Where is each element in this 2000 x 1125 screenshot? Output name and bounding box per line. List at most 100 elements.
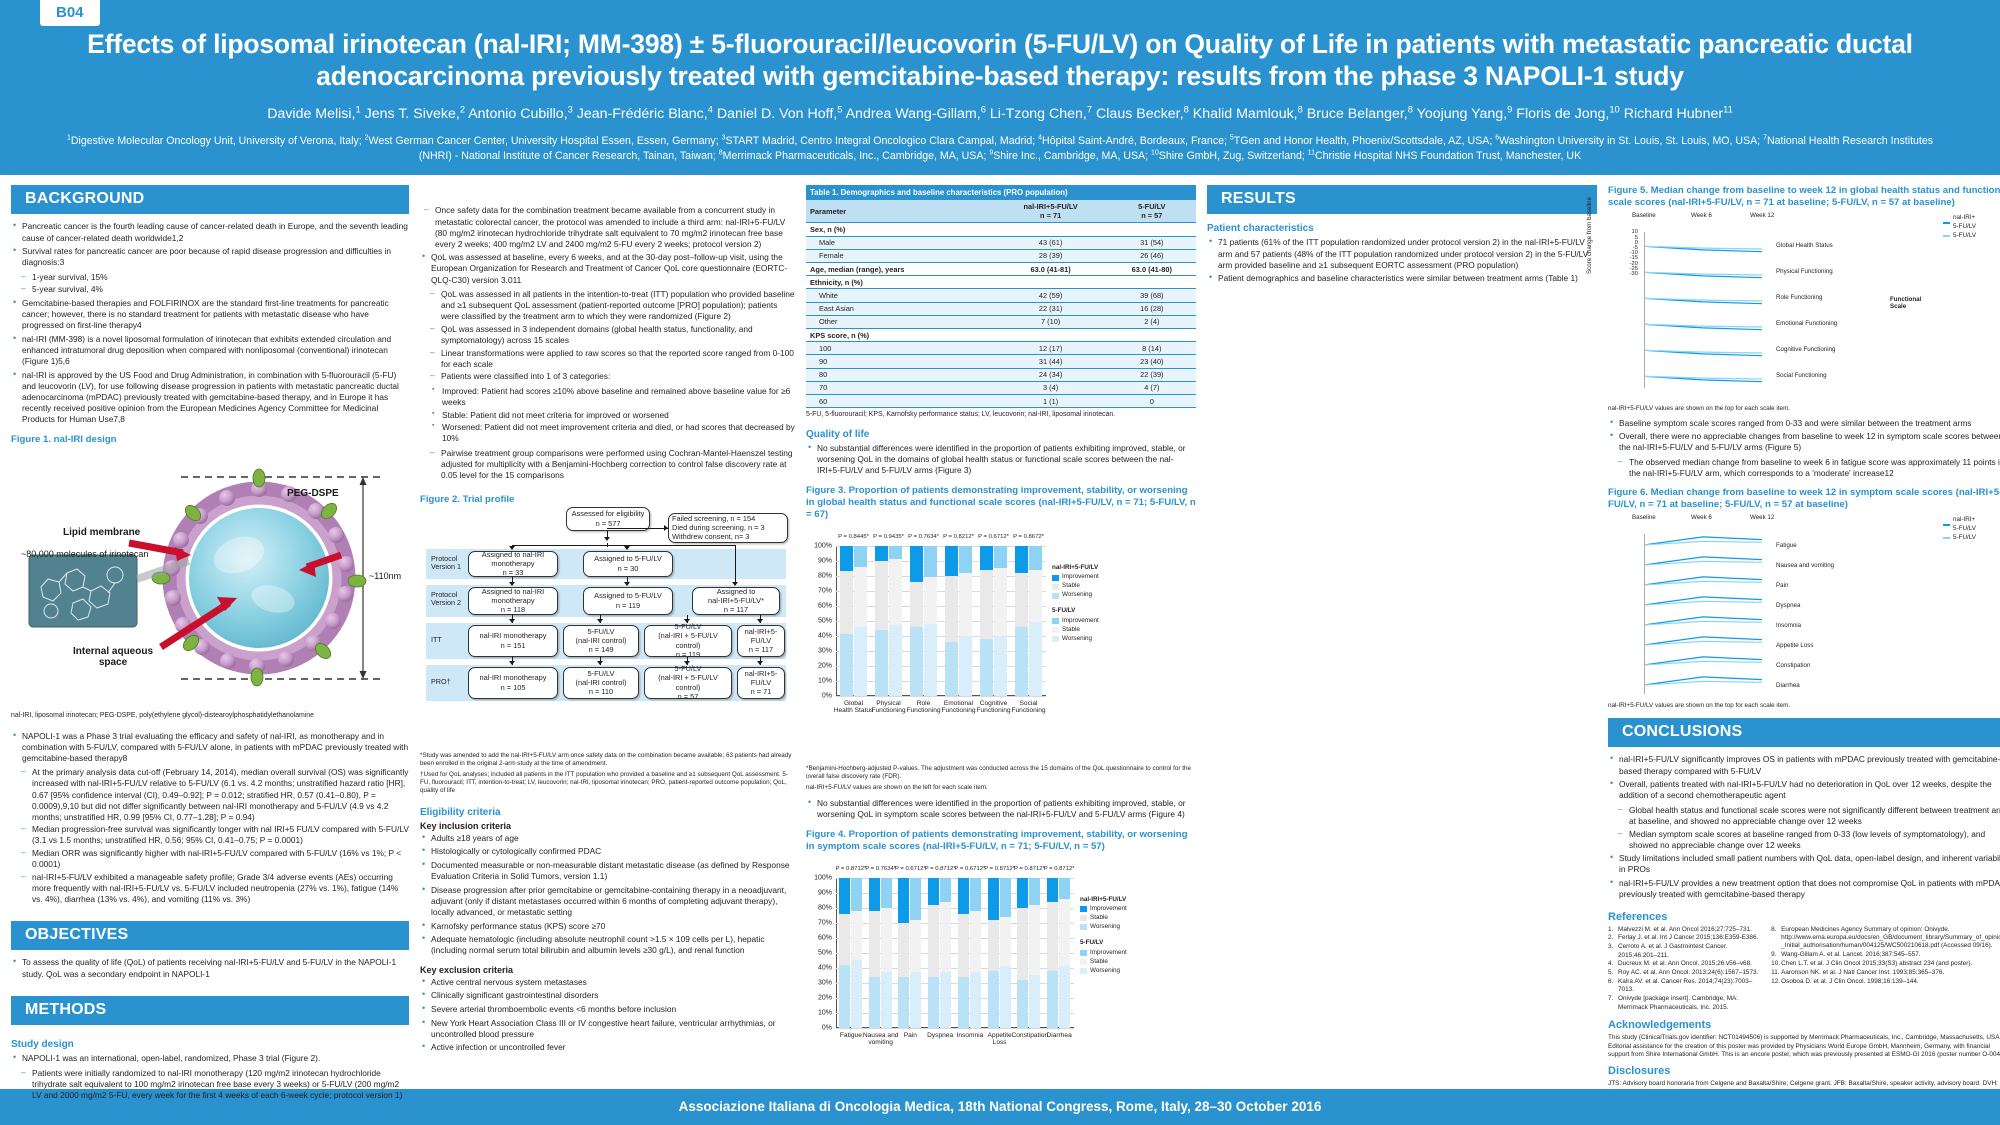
list-item: Karnofsky performance status (KPS) score… [420,920,795,932]
reference-item: 2. Ferlay J. et al. Int J Cancer 2015;136… [1608,934,1762,942]
qol-results-bullets-2: No substantial differences were identifi… [806,797,1196,823]
connector-arrow [624,545,630,550]
list-item: To assess the quality of life (QoL) of p… [11,956,409,979]
chart-bar-5fulv [969,877,981,1028]
list-item: Pancreatic cancer is the fourth leading … [11,220,409,243]
list-item: At the primary analysis data cut-off (Fe… [21,766,409,822]
bar-segment-improvement [888,545,902,560]
chart-y-tick-label: 30% [817,647,832,655]
line-series [1644,676,1763,687]
table-cell-nal-iri: 3 (4) [993,381,1108,395]
bar-segment-worsening [958,635,972,696]
objectives-bullet-list: To assess the quality of life (QoL) of p… [11,956,409,982]
figure5-sublist: The observed median change from baseline… [1618,456,2000,481]
table-cell-parameter: Female [806,249,994,264]
reference-number: 10. [1771,959,1781,967]
legend-row: Worsening [1080,967,1127,976]
list-item: 5-year survival, 4% [21,283,409,295]
bar-segment-worsening [940,972,952,1028]
list-item: The observed median change from baseline… [1618,456,2000,479]
chart-scale-label: Emotional Functioning [1776,319,1838,327]
chart-y-tick-label: -5 [1632,245,1638,252]
chart-legend: nal-IRI+ 5-FU/LV 5-FU/LV [1943,214,1976,241]
table-row: 100 12 (17) 8 (14) [806,341,1196,356]
column-5: Figure 5. Median change from baseline to… [1586,185,2000,1121]
col-head-line1: 5-FU/LV [1138,202,1166,212]
table-cell-5fulv: 0 [1107,394,1196,409]
bar-segment-worsening [979,638,993,696]
table1-col-parameter: Parameter [806,199,994,224]
chart-x-tick-label: Emotional Functioning [941,699,976,715]
chart-gridline [836,665,1046,667]
list-item: NAPOLI-1 was a Phase 3 trial evaluating … [11,730,409,764]
reference-list: 1. Malvezzi M. et al. Ann Oncol 2016;27:7… [1608,926,2000,1013]
list-item: Disease progression after prior gemcitab… [420,884,795,918]
label-internal-aqueous-space: Internal aqueous space [73,645,154,668]
table-cell-5fulv: 8 (14) [1107,341,1196,356]
chart-pvalue-label: P = 0.8712* [1043,865,1075,872]
bar-segment-worsening [1059,966,1071,1028]
bar-segment-stable [987,919,999,971]
author-list: Davide Melisi,1 Jens T. Siveke,2 Antonio… [267,103,1733,122]
reference-item: 7. Onivyde [package insert]. Cambridge, M… [1608,995,1762,1012]
chart-y-tick-label: -10 [1629,250,1638,257]
chart-y-tick-label: 0 [1634,239,1638,246]
column-2: Once safety data for the combination tre… [420,185,795,1121]
list-item: Gemcitabine-based therapies and FOLFIRIN… [11,297,409,331]
bar-segment-improvement [1047,877,1059,902]
bar-segment-worsening [928,976,940,1028]
column-3: Table 1. Demographics and baseline chara… [806,185,1196,1121]
bar-segment-improvement [1014,545,1028,573]
node-pv1-5fulv: Assigned to 5-FU/LV n = 30 [583,550,673,577]
legend-label: nal-IRI+ 5-FU/LV [1953,214,1976,230]
chart-bar-5fulv [999,877,1011,1028]
chart-bar-5fulv [910,877,922,1028]
chart-gridline [836,590,1046,592]
chart-bar-5fulv [1059,877,1071,1028]
table-cell-parameter: 90 [806,354,994,369]
table-cell-parameter: Sex, n (%) [806,222,994,237]
bar-segment-stable [1017,907,1029,980]
chart-bar-nal-iri [909,545,923,696]
list-item: Median ORR was significantly higher with… [21,847,409,870]
connector-arrow [684,618,690,623]
chart-bar-5fulv [853,545,867,696]
chart-gridline [836,877,1074,879]
chart-bar-group [839,545,867,696]
table-row: Female 28 (39) 26 (46) [806,249,1196,264]
chart-bar-group [928,877,952,1028]
node-itt-5fulv-nal-control: 5-FU/LV (nal-IRI control) n = 149 [563,624,639,657]
chart-y-tick-label: 40% [817,964,832,972]
table1-footnote: 5-FU, 5-fluorouracil; KPS, Karnofsky per… [806,411,1116,419]
legend-label: nal-IRI+ 5-FU/LV [1953,516,1976,532]
qol-results-bullets: No substantial differences were identifi… [806,442,1196,479]
reference-number: 7. [1608,995,1614,1003]
bar-segment-improvement [1028,545,1042,570]
chart-scale-label: Global Health Status [1776,241,1833,249]
table1-caption: Table 1. Demographics and baseline chara… [806,185,1196,201]
connector-arrow [509,618,515,623]
legend-group-title: nal-IRI+5-FU/LV [1080,895,1127,903]
node-pro-nal-iri: nal-IRI monotherapy n = 105 [468,666,558,699]
table1-body: Sex, n (%) Male 43 (61) 31 (54) Female 28 (39… [806,222,1196,409]
bar-segment-worsening [923,623,937,696]
chart-bar-group [909,545,937,696]
inclusion-heading: Key inclusion criteria [420,820,512,831]
list-item: nal-IRI+5-FU/LV provides a new treatment… [1608,877,2000,900]
disclosures-heading: Disclosures [1608,1065,1671,1078]
references-heading: References [1608,910,1668,923]
row-label-protocol-v1: Protocol Version 1 [431,553,461,572]
chart-bar-nal-iri [957,877,969,1028]
legend-swatch-icon [1052,574,1059,581]
chart-bar-group [987,877,1011,1028]
table1-col-5fulv: 5-FU/LV n = 57 [1107,199,1196,224]
figure4-stacked-bar-chart: 100% 90% 80% 70% 60% 50% 40% 30% 20% 10% 0% P = 0.8… [806,856,1196,1092]
bar-segment-worsening [888,625,902,696]
connector [512,576,514,585]
chart-bar-5fulv [940,877,952,1028]
bar-segment-stable [1028,569,1042,623]
list-item: Worsened: Patient did not meet improveme… [431,421,795,444]
bar-segment-improvement [850,877,862,911]
bar-segment-improvement [999,877,1011,917]
